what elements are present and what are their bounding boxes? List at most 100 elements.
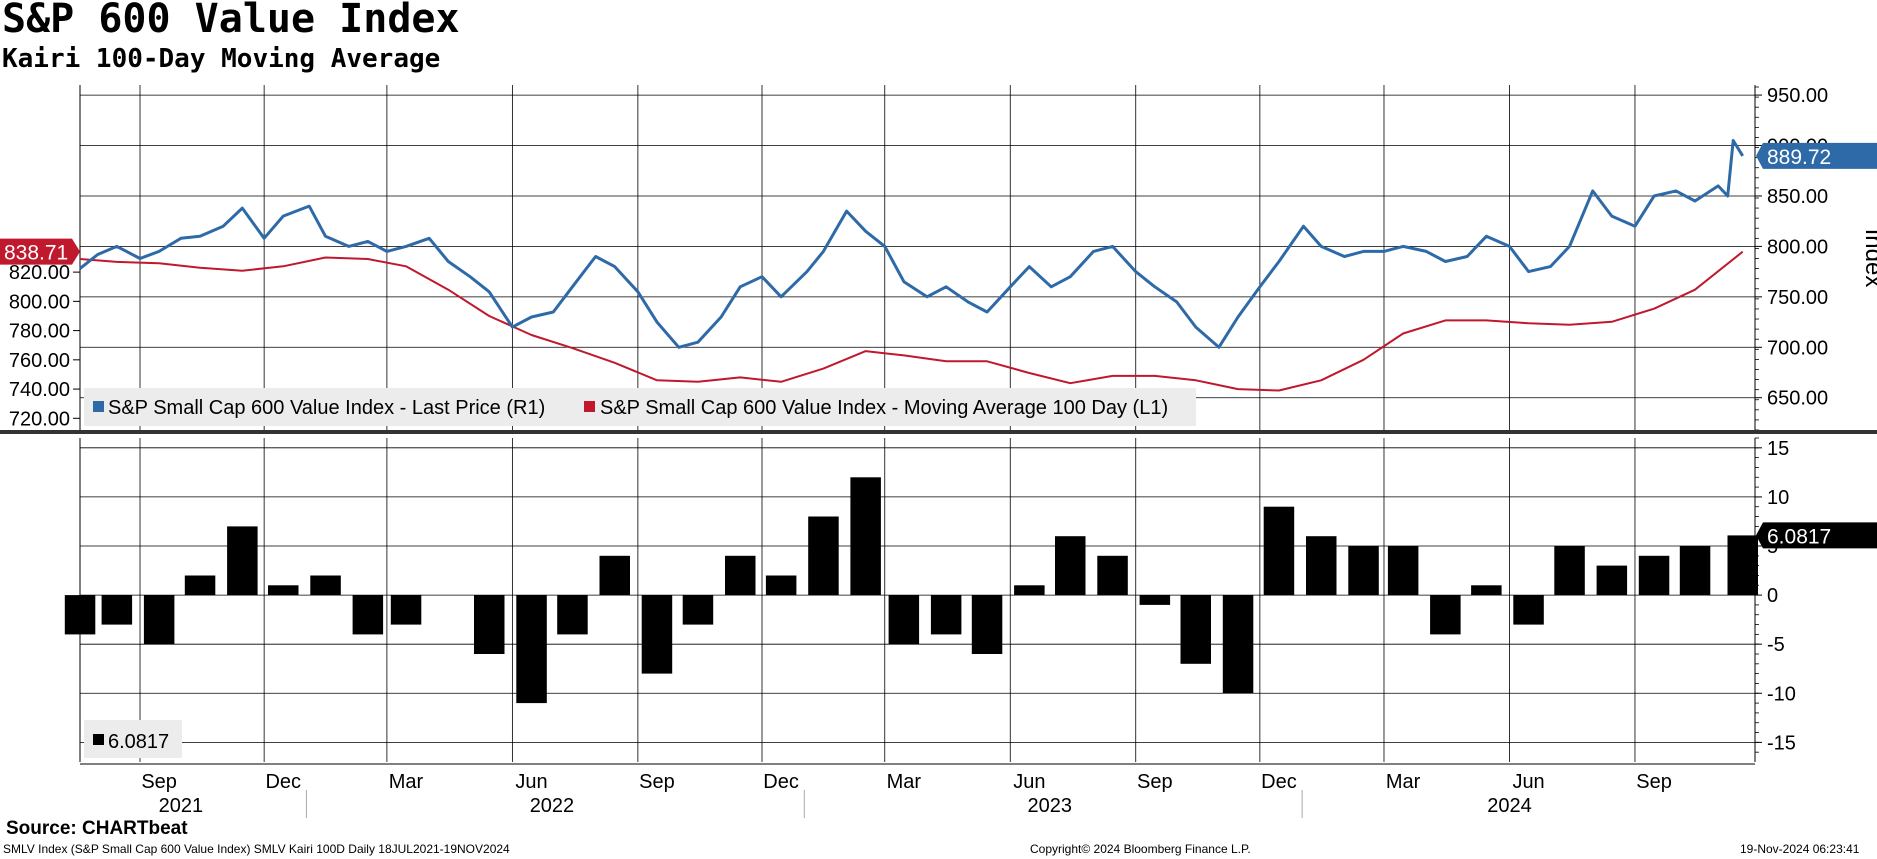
left-tick-label: 760.00 [9, 350, 70, 372]
kairi-bar [1263, 506, 1295, 596]
month-tick-label: Dec [1261, 771, 1297, 793]
kairi-bar [1727, 535, 1758, 596]
kairi-bar [1679, 546, 1711, 596]
kairi-bar [1513, 595, 1544, 625]
month-tick-label: Mar [389, 771, 424, 793]
chart-title: S&P 600 Value Index [2, 0, 460, 42]
kairi-bar [641, 595, 673, 674]
kairi-bar [1097, 555, 1128, 596]
kairi-bar [184, 575, 216, 596]
kairi-bar [390, 595, 422, 625]
month-tick-label: Jun [515, 771, 547, 793]
kairi-tick-label: -5 [1767, 634, 1785, 656]
kairi-bar [101, 595, 133, 625]
kairi-tick-label: 10 [1767, 487, 1789, 509]
month-tick-label: Mar [1386, 771, 1421, 793]
kairi-bar [227, 526, 258, 596]
kairi-bar [682, 595, 714, 625]
kairi-bar [474, 595, 505, 654]
timestamp: 19-Nov-2024 06:23:41 [1740, 842, 1860, 856]
kairi-last-value-tag [1756, 522, 1877, 549]
kairi-bar [268, 585, 299, 596]
year-label: 2021 [159, 795, 204, 817]
kairi-bar [1180, 595, 1211, 664]
kairi-bar [516, 595, 547, 704]
chart-subtitle: Kairi 100-Day Moving Average [2, 44, 441, 74]
month-tick-label: Sep [1636, 771, 1672, 793]
kairi-bar [143, 595, 175, 645]
kairi-bar [765, 575, 797, 596]
price-last-value-tag [1756, 142, 1877, 169]
year-label: 2024 [1487, 795, 1532, 817]
kairi-bar [930, 595, 962, 635]
right-axis-title: Index [1860, 229, 1877, 288]
kairi-bar [1139, 595, 1171, 605]
kairi-tick-label: -15 [1767, 732, 1796, 754]
kairi-bar [1554, 546, 1585, 596]
legend-box [84, 388, 1196, 426]
kairi-bar [1596, 565, 1628, 596]
price-panel: 650.00700.00750.00800.00850.00900.00950.… [0, 85, 1877, 434]
kairi-bar [557, 595, 588, 635]
month-tick-label: Mar [887, 771, 922, 793]
left-tick-label: 800.00 [9, 291, 70, 313]
kairi-bar [888, 595, 920, 645]
series-info: SMLV Index (S&P Small Cap 600 Value Inde… [3, 842, 510, 856]
moving-average-line [79, 250, 1744, 392]
kairi-bar [725, 555, 756, 596]
kairi-bar [1222, 595, 1254, 694]
left-tick-label: 720.00 [9, 408, 70, 430]
copyright: Copyright© 2024 Bloomberg Finance L.P. [1030, 842, 1251, 856]
left-tick-label: 780.00 [9, 321, 70, 343]
kairi-bar [352, 595, 384, 635]
legend-swatch-ma [584, 401, 595, 412]
kairi-bar [1055, 536, 1086, 596]
month-tick-label: Dec [265, 771, 301, 793]
ma-last-value-tag [0, 238, 80, 265]
kairi-bar [1387, 546, 1419, 596]
month-tick-label: Sep [141, 771, 177, 793]
ma-last-value-label: 838.71 [4, 242, 68, 265]
price-last-value-label: 889.72 [1767, 146, 1831, 169]
kairi-bar [599, 555, 630, 596]
kairi-tick-label: 15 [1767, 438, 1789, 460]
kairi-bar [1014, 585, 1045, 596]
right-tick-label: 850.00 [1767, 186, 1828, 208]
kairi-bar [1430, 595, 1461, 635]
month-tick-label: Sep [1137, 771, 1173, 793]
kairi-bar [1306, 536, 1337, 596]
legend-label-ma: S&P Small Cap 600 Value Index - Moving A… [600, 397, 1168, 419]
kairi-bar [808, 516, 839, 595]
kairi-bar [971, 595, 1003, 654]
kairi-tick-label: -10 [1767, 683, 1796, 705]
kairi-legend-label: 6.0817 [108, 731, 169, 753]
kairi-bar [64, 595, 96, 635]
kairi-legend-swatch [93, 734, 104, 745]
kairi-bar [310, 575, 341, 596]
price-line [79, 139, 1744, 349]
panel-divider [0, 430, 1877, 434]
source-note: Source: CHARTbeat [6, 818, 188, 839]
right-tick-label: 700.00 [1767, 337, 1828, 359]
left-tick-label: 740.00 [9, 379, 70, 401]
kairi-bar [1471, 585, 1502, 596]
right-tick-label: 650.00 [1767, 388, 1828, 410]
month-tick-label: Jun [1512, 771, 1544, 793]
x-axis: Sep Dec Mar Jun Sep Dec Mar Jun Sep Dec Mar Jun Sep2… [80, 763, 1755, 818]
right-tick-label: 800.00 [1767, 236, 1828, 258]
legend-label-price: S&P Small Cap 600 Value Index - Last Pri… [108, 397, 545, 419]
month-tick-label: Dec [763, 771, 799, 793]
month-tick-label: Sep [639, 771, 675, 793]
kairi-bar [1348, 546, 1379, 596]
right-tick-label: 950.00 [1767, 85, 1828, 107]
year-label: 2023 [1028, 795, 1073, 817]
month-tick-label: Jun [1013, 771, 1045, 793]
kairi-bar [1638, 555, 1670, 596]
kairi-tick-label: 0 [1767, 585, 1778, 607]
year-label: 2022 [530, 795, 575, 817]
kairi-bar [850, 477, 881, 596]
right-tick-label: 750.00 [1767, 287, 1828, 309]
legend-swatch-price [93, 401, 104, 412]
